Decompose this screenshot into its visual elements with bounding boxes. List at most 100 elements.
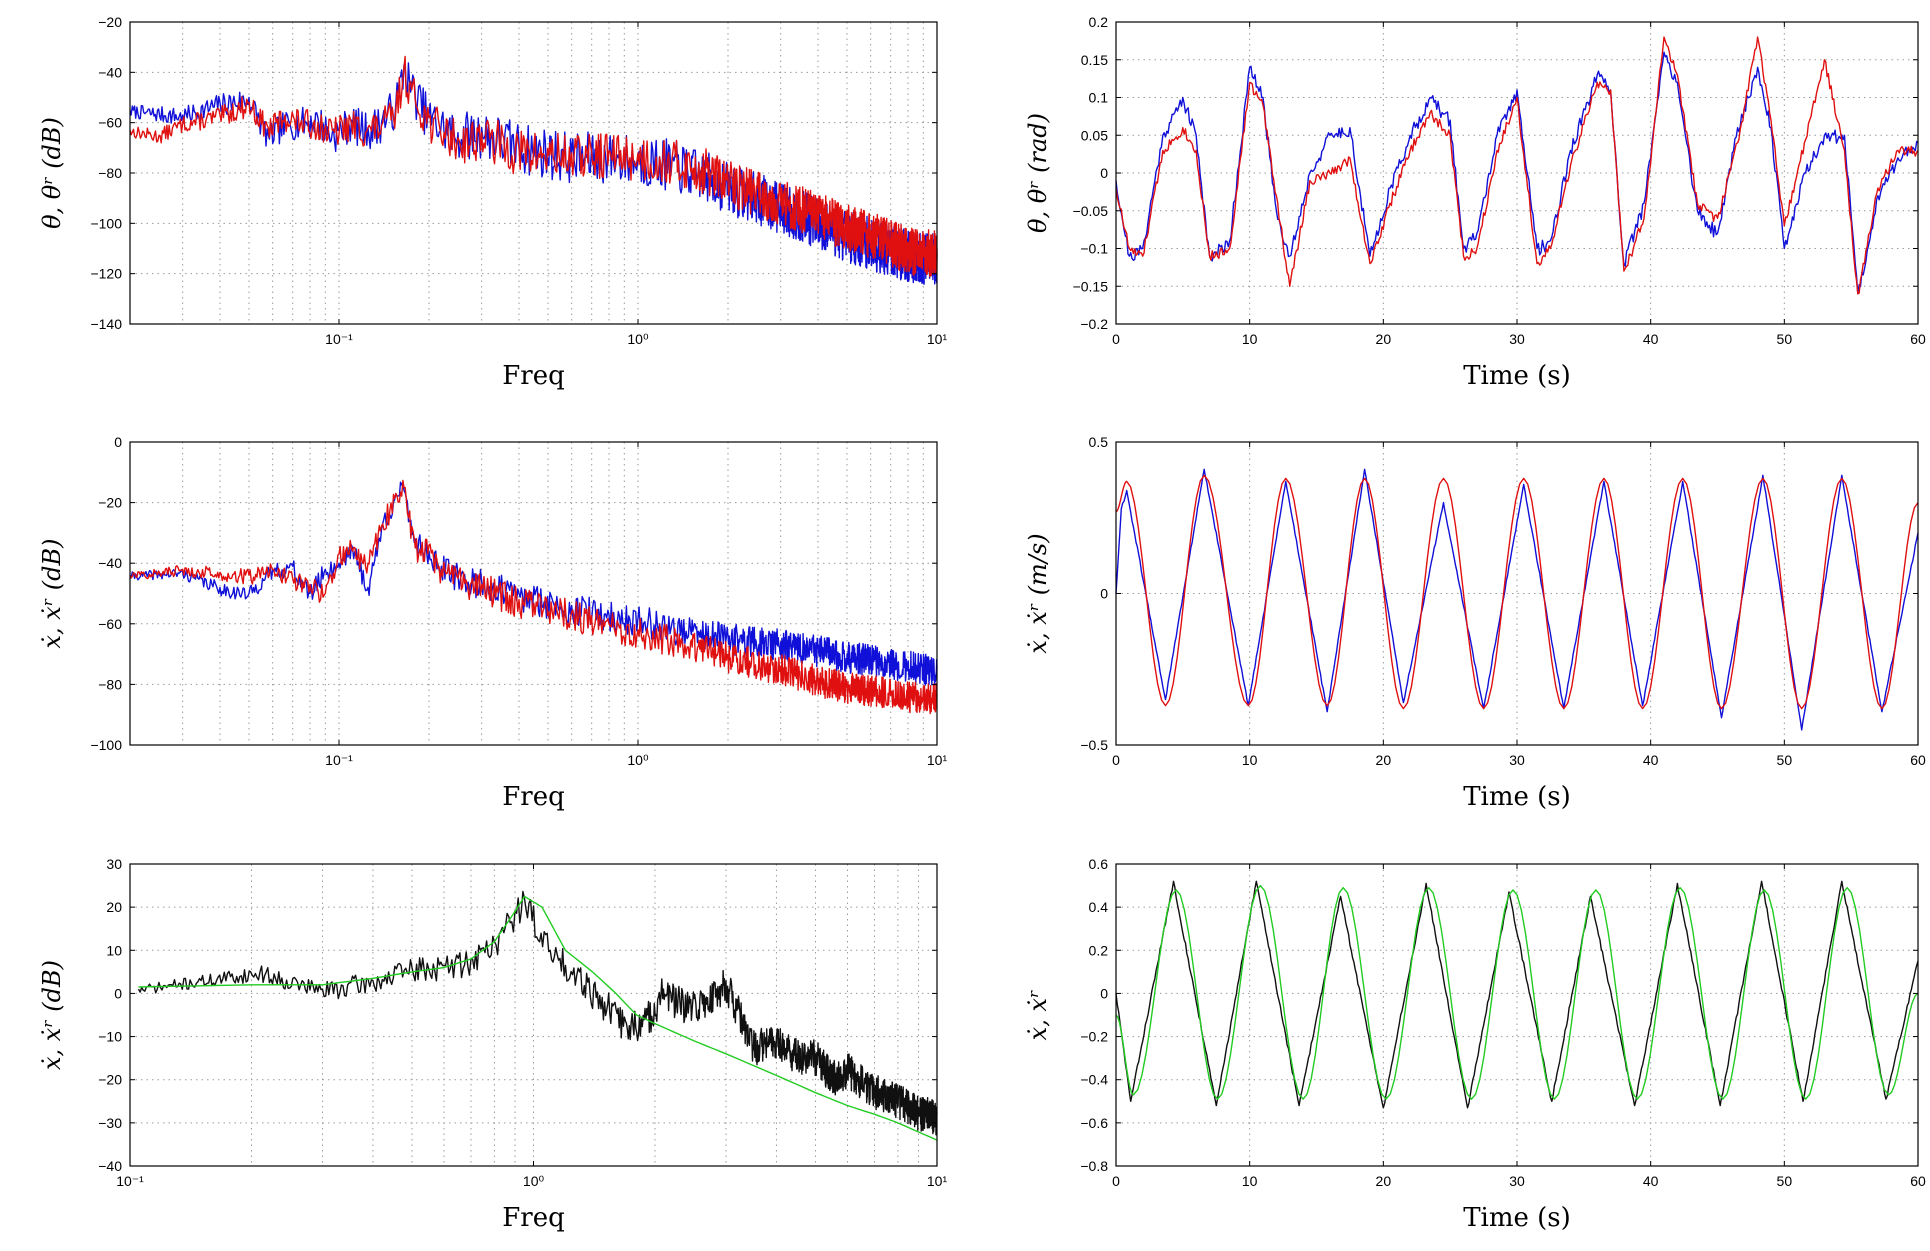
- y-tick-label: −40: [98, 1158, 122, 1174]
- x-tick-label: 30: [1509, 752, 1525, 768]
- x-tick-label: 40: [1643, 331, 1659, 347]
- y-tick-label: −30: [98, 1115, 122, 1131]
- x-tick-label: 10¹: [927, 331, 948, 347]
- y-tick-label: 0.05: [1081, 127, 1108, 143]
- y-tick-label: −80: [98, 165, 122, 181]
- grid: [130, 442, 937, 745]
- y-tick-label: −60: [98, 616, 122, 632]
- y-axis-label: ẋ, ẋʳ (m/s): [1024, 533, 1052, 653]
- x-tick-label: 0: [1112, 1173, 1120, 1189]
- x-tick-label: 50: [1777, 752, 1793, 768]
- x-tick-label: 10¹: [927, 1173, 948, 1189]
- y-axis-label: θ, θʳ (dB): [38, 117, 66, 229]
- y-tick-label: −0.15: [1073, 278, 1109, 294]
- subplot-2: 0.20.150.10.050−0.05−0.1−0.15−0.20 10 20 30…: [1024, 14, 1926, 391]
- x-tick-label: 20: [1376, 331, 1392, 347]
- grid: [130, 864, 937, 1166]
- y-tick-label: 0.1: [1089, 90, 1109, 106]
- series-red-line: [129, 55, 938, 278]
- x-tick-label: 10: [1242, 1173, 1258, 1189]
- y-tick-label: 10: [106, 942, 122, 958]
- x-tick-label: 10⁰: [627, 752, 649, 768]
- y-tick-label: −0.6: [1080, 1115, 1108, 1131]
- y-tick-label: 0: [114, 985, 122, 1001]
- x-axis-label: Time (s): [1463, 1203, 1571, 1233]
- x-tick-label: 20: [1376, 752, 1392, 768]
- subplot-1: −20 −40 −60 −80 −100 −120 −140 10⁻¹ 10⁰ 10¹ Freq θ,…: [38, 14, 947, 391]
- y-tick-label: 0: [1100, 165, 1108, 181]
- x-tick-label: 10⁰: [627, 331, 649, 347]
- y-tick-label: −20: [98, 495, 122, 511]
- y-tick-label: −0.2: [1080, 316, 1108, 332]
- x-tick-label: 10: [1242, 752, 1258, 768]
- x-tick-label: 0: [1112, 752, 1120, 768]
- x-tick-label: 10⁰: [523, 1173, 545, 1189]
- series-black-line: [137, 890, 938, 1136]
- x-tick-label: 60: [1910, 331, 1926, 347]
- x-tick-label: 30: [1509, 1173, 1525, 1189]
- grid: [1116, 22, 1918, 324]
- series-green-line: [138, 895, 938, 1141]
- y-tick-label: −40: [98, 64, 122, 80]
- y-tick-label: 0: [1100, 586, 1108, 602]
- y-tick-label: −140: [90, 316, 122, 332]
- x-tick-label: 50: [1777, 331, 1793, 347]
- x-axis-label: Time (s): [1463, 361, 1571, 391]
- y-tick-label: −100: [90, 215, 122, 231]
- x-tick-label: 60: [1910, 1173, 1926, 1189]
- x-tick-label: 0: [1112, 331, 1120, 347]
- series-red-line: [1115, 36, 1919, 295]
- y-axis-label: ẋ, ẋʳ: [1024, 990, 1052, 1041]
- x-tick-label: 10⁻¹: [325, 752, 353, 768]
- series-red-line: [1115, 474, 1919, 710]
- x-tick-label: 40: [1643, 752, 1659, 768]
- subplot-6: 0.60.40.20−0.2−0.4−0.6−0.80 10 20 30 40 50 60T…: [1024, 856, 1926, 1233]
- x-tick-label: 10⁻¹: [116, 1173, 144, 1189]
- y-tick-label: −20: [98, 1072, 122, 1088]
- y-tick-label: 0.5: [1089, 434, 1109, 450]
- y-tick-label: −60: [98, 115, 122, 131]
- x-tick-label: 10: [1242, 331, 1258, 347]
- y-tick-label: −120: [90, 266, 122, 282]
- series-green-line: [1115, 884, 1919, 1100]
- y-tick-label: −0.4: [1080, 1072, 1108, 1088]
- y-tick-label: −0.8: [1080, 1158, 1108, 1174]
- series-red-line: [129, 479, 938, 715]
- x-axis-label: Freq: [502, 782, 565, 812]
- y-tick-label: 30: [106, 856, 122, 872]
- y-tick-label: −0.1: [1080, 241, 1108, 257]
- y-tick-label: 0.4: [1089, 899, 1109, 915]
- y-tick-label: 0.2: [1089, 942, 1109, 958]
- x-tick-label: 10⁻¹: [325, 331, 353, 347]
- plot-frame: [129, 441, 938, 746]
- y-tick-label: −40: [98, 555, 122, 571]
- x-tick-label: 10¹: [927, 752, 948, 768]
- x-axis-label: Freq: [502, 1203, 565, 1233]
- y-axis-label: ẋ, ẋʳ (dB): [38, 960, 66, 1070]
- y-axis-label: ẋ, ẋʳ (dB): [38, 538, 66, 648]
- series-blue-line: [1115, 51, 1919, 295]
- y-tick-label: 0: [114, 434, 122, 450]
- y-tick-label: −0.05: [1073, 203, 1109, 219]
- x-axis-label: Freq: [502, 361, 565, 391]
- series-blue-line: [129, 62, 938, 285]
- y-tick-label: −0.2: [1080, 1029, 1108, 1045]
- y-tick-label: 0.6: [1089, 856, 1109, 872]
- y-tick-label: −80: [98, 676, 122, 692]
- y-tick-label: 0.2: [1089, 14, 1109, 30]
- y-tick-label: −20: [98, 14, 122, 30]
- x-axis-label: Time (s): [1463, 782, 1571, 812]
- y-axis-label: θ, θʳ (rad): [1024, 113, 1052, 233]
- x-tick-label: 40: [1643, 1173, 1659, 1189]
- y-tick-label: 0: [1100, 985, 1108, 1001]
- y-tick-label: −10: [98, 1029, 122, 1045]
- y-tick-label: 20: [106, 899, 122, 915]
- x-tick-label: 20: [1376, 1173, 1392, 1189]
- x-tick-label: 50: [1777, 1173, 1793, 1189]
- y-tick-label: 0.15: [1081, 52, 1108, 68]
- series-blue-line: [129, 481, 938, 686]
- y-tick-label: −100: [90, 737, 122, 753]
